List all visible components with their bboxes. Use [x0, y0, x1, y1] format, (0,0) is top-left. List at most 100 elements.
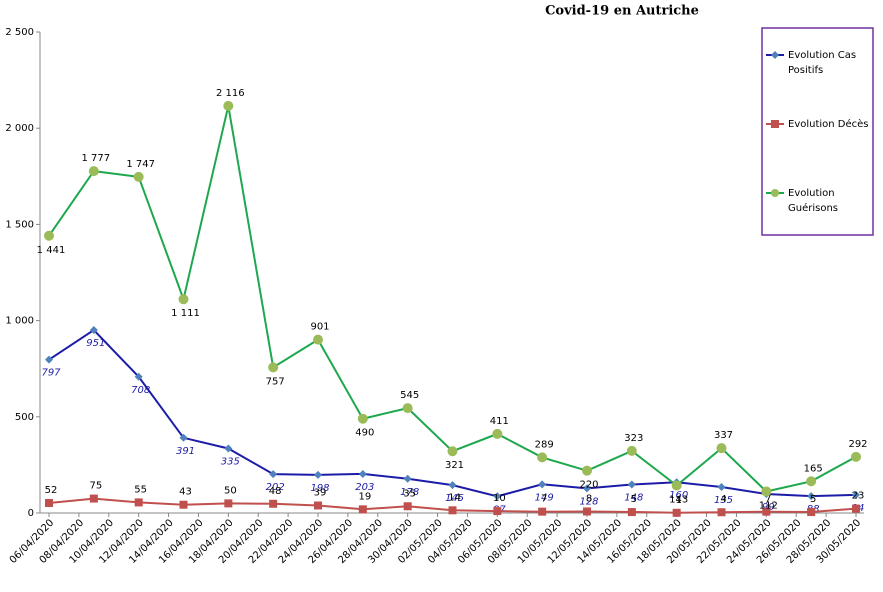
marker [89, 326, 98, 335]
marker [313, 334, 323, 345]
data-label: 135 [714, 495, 733, 506]
data-label: 757 [266, 376, 285, 387]
data-label: 50 [224, 485, 237, 496]
marker [402, 403, 413, 414]
marker [314, 501, 322, 510]
marker [224, 444, 233, 453]
data-label: 39 [314, 487, 327, 498]
data-label: 43 [179, 487, 192, 498]
data-label: 951 [86, 338, 105, 349]
marker [627, 480, 636, 489]
data-label: 112 [759, 500, 778, 511]
marker [45, 498, 53, 507]
legend-marker [771, 51, 779, 59]
marker [403, 502, 412, 511]
data-label: 323 [624, 433, 643, 444]
y-tick-label: 1 000 [5, 316, 34, 327]
marker [89, 494, 98, 503]
marker [538, 480, 547, 489]
marker [178, 294, 189, 305]
marker [269, 470, 278, 479]
data-label: 1 441 [37, 245, 66, 256]
marker [224, 499, 233, 508]
data-label: 335 [221, 457, 240, 468]
marker [852, 504, 860, 513]
legend-box [761, 27, 874, 236]
marker [538, 507, 547, 516]
data-label: 48 [269, 486, 282, 497]
marker [627, 508, 636, 517]
legend-label: Evolution Décès [788, 119, 869, 130]
data-label: 797 [41, 368, 61, 379]
marker [761, 486, 772, 497]
data-label: 2 116 [216, 88, 245, 99]
data-label: 52 [45, 485, 58, 496]
marker [671, 480, 682, 491]
data-label: 5 [810, 494, 816, 505]
data-label: 8 [586, 493, 592, 504]
marker [716, 443, 727, 454]
marker [537, 452, 548, 463]
data-label: 220 [579, 480, 598, 491]
marker [447, 446, 458, 457]
marker [762, 507, 771, 516]
y-tick-label: 1 500 [5, 219, 34, 230]
marker [223, 100, 234, 111]
data-label: 19 [358, 491, 371, 502]
marker [806, 476, 817, 487]
y-tick-label: 0 [28, 508, 34, 519]
marker [583, 507, 591, 516]
data-label: 203 [355, 482, 374, 493]
marker [492, 428, 503, 439]
marker [807, 492, 816, 501]
legend-label: Evolution Cas Positifs [788, 50, 857, 76]
data-label: 145 [445, 493, 464, 504]
marker [179, 433, 188, 442]
data-label: 292 [848, 439, 867, 450]
data-label: 198 [310, 483, 329, 494]
marker [269, 499, 278, 508]
marker [357, 413, 368, 424]
data-label: 901 [310, 322, 329, 333]
data-label: 289 [535, 439, 554, 450]
data-label: 708 [131, 385, 150, 396]
marker [268, 362, 279, 373]
marker [672, 508, 681, 517]
data-label: 7 [765, 494, 771, 505]
data-label: 1 747 [126, 159, 155, 170]
data-label: 75 [89, 481, 102, 492]
chart-title: Covid-19 en Autriche [545, 4, 699, 19]
marker [358, 505, 367, 514]
marker [88, 166, 99, 177]
data-label: 391 [176, 446, 195, 457]
data-label: 1 [675, 495, 681, 506]
data-label: 23 [852, 491, 865, 502]
marker [851, 451, 861, 462]
data-label: 7 [541, 494, 547, 505]
y-tick-label: 2 000 [5, 123, 34, 134]
data-label: 1 111 [171, 308, 200, 319]
data-label: 14 [448, 492, 461, 503]
legend-text: Evolution Cas Positifs [788, 50, 857, 76]
marker [852, 490, 860, 499]
data-label: 143 [669, 494, 688, 505]
marker [134, 498, 143, 507]
marker [45, 355, 53, 364]
legend-text: Evolution Décès [788, 119, 869, 130]
data-label: 490 [355, 428, 374, 439]
marker [448, 481, 457, 490]
data-label: 1 777 [82, 153, 111, 164]
data-label: 99 [762, 502, 775, 513]
marker [626, 445, 637, 456]
legend-label: Evolution Guérisons [788, 188, 838, 214]
marker [493, 507, 502, 516]
data-label: 321 [445, 460, 464, 471]
marker [358, 469, 367, 478]
data-label: 5 [631, 494, 637, 505]
data-label: 35 [403, 488, 416, 499]
data-label: 411 [490, 416, 509, 427]
legend-marker [771, 120, 779, 128]
data-label: 148 [624, 493, 643, 504]
